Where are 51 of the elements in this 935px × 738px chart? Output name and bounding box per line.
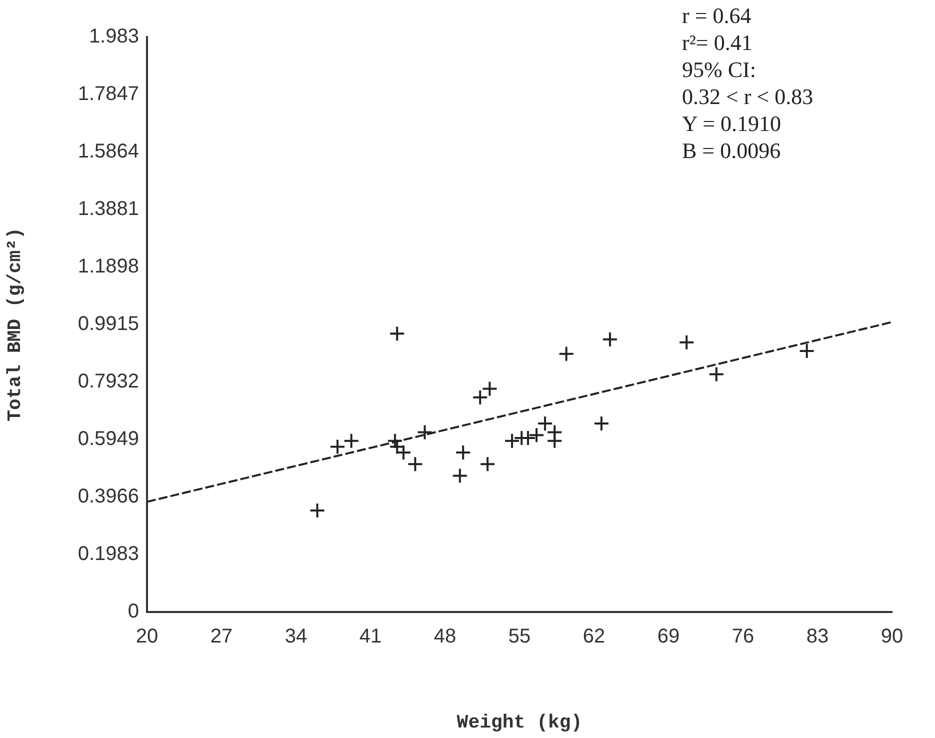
point <box>593 416 610 432</box>
annotation: r²= 0.41 <box>682 29 754 56</box>
y-tick-label: 0.7932 <box>78 370 139 393</box>
point <box>416 424 433 440</box>
x-tick-label: 27 <box>210 626 233 648</box>
point <box>708 366 724 382</box>
y-tick-label: 1.5864 <box>78 140 139 163</box>
point <box>678 334 695 350</box>
x-axis-title: Weight (kg) <box>456 711 582 734</box>
point <box>343 432 360 449</box>
x-tick-label: 34 <box>284 626 308 648</box>
x-tick-label: 90 <box>880 626 904 648</box>
y-tick-label: 1.983 <box>88 26 139 48</box>
y-tick-label: 0.1983 <box>78 543 139 566</box>
point <box>389 326 406 342</box>
point <box>528 427 545 444</box>
x-tick-label: 76 <box>732 626 754 648</box>
point <box>455 444 472 461</box>
x-tick-label: 41 <box>359 626 382 648</box>
point <box>798 343 815 360</box>
x-tick-label: 69 <box>657 626 680 648</box>
point <box>472 389 488 406</box>
point <box>482 380 498 397</box>
y-tick-label: 0.5949 <box>78 428 139 450</box>
point <box>504 432 520 449</box>
y-tick-label: 0.3966 <box>78 486 139 508</box>
point <box>558 346 574 362</box>
point <box>546 432 563 449</box>
x-tick-label: 62 <box>582 626 606 648</box>
y-tick-label: 1.7847 <box>78 83 139 106</box>
point <box>602 331 618 348</box>
y-axis-title: Total BMD (g/cm²) <box>4 228 26 422</box>
annotation: B = 0.0096 <box>682 137 782 164</box>
y-tick-label: 1.1898 <box>78 256 139 278</box>
y-tick-label: 0 <box>128 600 139 623</box>
y-tick-label: 1.3881 <box>78 198 139 220</box>
annotation: Y = 0.1910 <box>682 110 782 137</box>
annotation: 0.32 < r < 0.83 <box>682 83 814 110</box>
point <box>330 438 346 455</box>
point <box>386 432 403 449</box>
x-tick-label: 20 <box>136 626 158 648</box>
y-tick-label: 0.9915 <box>78 313 139 336</box>
point <box>309 502 326 519</box>
text: r = 0.64 <box>682 2 752 29</box>
annotation: 95% CI: <box>682 56 757 83</box>
point <box>407 456 424 472</box>
point <box>480 456 496 472</box>
point <box>452 468 468 484</box>
x-tick-label: 83 <box>806 626 829 648</box>
x-tick-label: 48 <box>434 626 456 648</box>
x-tick-label: 55 <box>508 626 531 648</box>
